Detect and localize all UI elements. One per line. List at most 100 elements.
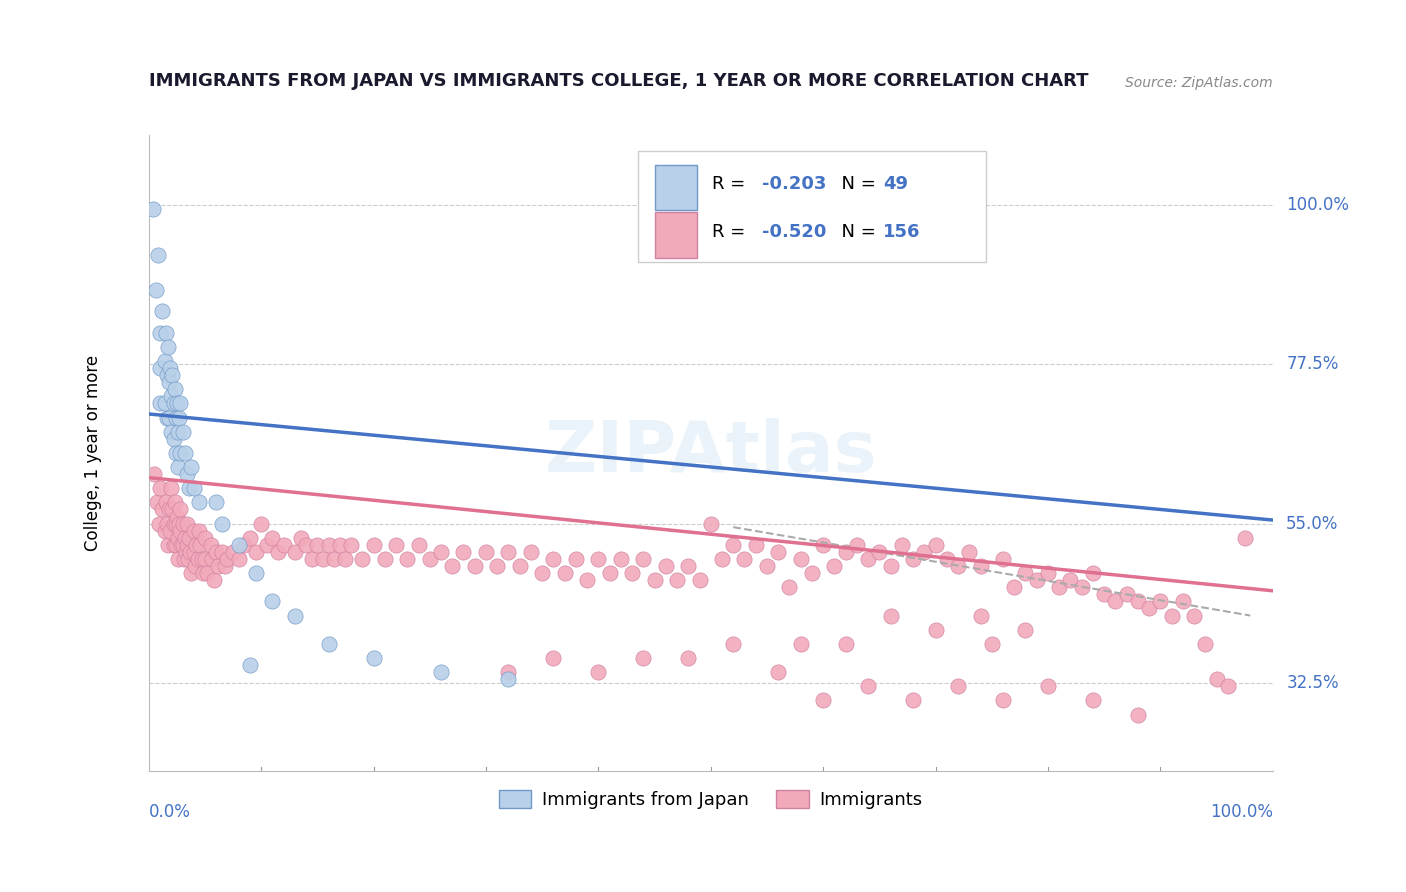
Point — [202, 573, 225, 587]
Point — [531, 566, 554, 580]
Point — [543, 651, 565, 665]
Point — [498, 665, 520, 679]
Text: 156: 156 — [883, 223, 921, 241]
Point — [149, 481, 172, 495]
Point — [678, 559, 700, 574]
Point — [789, 637, 811, 651]
Point — [610, 552, 633, 566]
Point — [184, 538, 207, 552]
Point — [162, 516, 184, 531]
Point — [1171, 594, 1194, 608]
Point — [856, 552, 879, 566]
Point — [543, 552, 565, 566]
Point — [150, 304, 173, 318]
Point — [162, 368, 184, 382]
Point — [165, 516, 187, 531]
Text: ZIPAtlas: ZIPAtlas — [544, 418, 877, 487]
Point — [1233, 531, 1256, 545]
Point — [157, 410, 180, 425]
Point — [1092, 587, 1115, 601]
Text: 55.0%: 55.0% — [1286, 515, 1339, 533]
Point — [1194, 637, 1216, 651]
Point — [239, 531, 262, 545]
Point — [1081, 693, 1104, 707]
Point — [195, 566, 218, 580]
Point — [789, 552, 811, 566]
Text: College, 1 year or more: College, 1 year or more — [83, 355, 101, 551]
Point — [162, 502, 184, 516]
Point — [146, 248, 169, 262]
Point — [335, 552, 357, 566]
Point — [385, 538, 408, 552]
Text: 100.0%: 100.0% — [1209, 803, 1272, 821]
Point — [1081, 566, 1104, 580]
Point — [666, 573, 689, 587]
Point — [155, 326, 177, 340]
Point — [160, 425, 183, 439]
Point — [890, 538, 912, 552]
Point — [167, 410, 190, 425]
Point — [222, 545, 245, 559]
Point — [173, 446, 195, 460]
Point — [475, 545, 498, 559]
Point — [156, 516, 179, 531]
Point — [205, 545, 228, 559]
Point — [250, 516, 273, 531]
Point — [363, 538, 385, 552]
Point — [245, 566, 267, 580]
Point — [180, 460, 202, 475]
Point — [183, 545, 205, 559]
Point — [159, 524, 181, 538]
Point — [766, 545, 789, 559]
Text: Source: ZipAtlas.com: Source: ZipAtlas.com — [1125, 76, 1272, 90]
Point — [165, 410, 187, 425]
Point — [969, 608, 991, 623]
Text: -0.520: -0.520 — [762, 223, 827, 241]
Point — [162, 396, 184, 410]
Point — [811, 538, 834, 552]
Point — [823, 559, 845, 574]
Point — [946, 679, 969, 693]
Point — [318, 538, 340, 552]
Point — [290, 531, 312, 545]
Point — [155, 495, 177, 509]
Point — [190, 552, 212, 566]
Point — [169, 396, 191, 410]
Text: N =: N = — [830, 175, 882, 194]
Point — [1149, 594, 1171, 608]
Point — [845, 538, 868, 552]
Point — [167, 460, 190, 475]
Point — [172, 538, 194, 552]
Point — [267, 545, 290, 559]
Point — [142, 202, 165, 216]
Point — [689, 573, 711, 587]
Point — [766, 665, 789, 679]
Point — [1216, 679, 1239, 693]
Point — [284, 608, 307, 623]
Point — [723, 637, 745, 651]
Point — [969, 559, 991, 574]
Point — [723, 538, 745, 552]
Point — [177, 552, 200, 566]
Point — [1137, 601, 1160, 615]
Point — [419, 552, 441, 566]
Point — [1014, 566, 1036, 580]
Point — [644, 573, 666, 587]
Point — [560, 774, 582, 789]
Point — [957, 545, 980, 559]
Point — [160, 389, 183, 403]
Point — [179, 545, 201, 559]
Point — [183, 481, 205, 495]
Point — [912, 545, 935, 559]
Point — [901, 552, 924, 566]
Point — [1047, 580, 1070, 594]
Point — [179, 531, 201, 545]
Point — [167, 425, 190, 439]
Point — [166, 509, 188, 524]
Point — [430, 665, 453, 679]
Point — [172, 516, 194, 531]
Point — [588, 665, 610, 679]
Point — [156, 538, 179, 552]
FancyBboxPatch shape — [638, 151, 986, 262]
Point — [352, 552, 374, 566]
